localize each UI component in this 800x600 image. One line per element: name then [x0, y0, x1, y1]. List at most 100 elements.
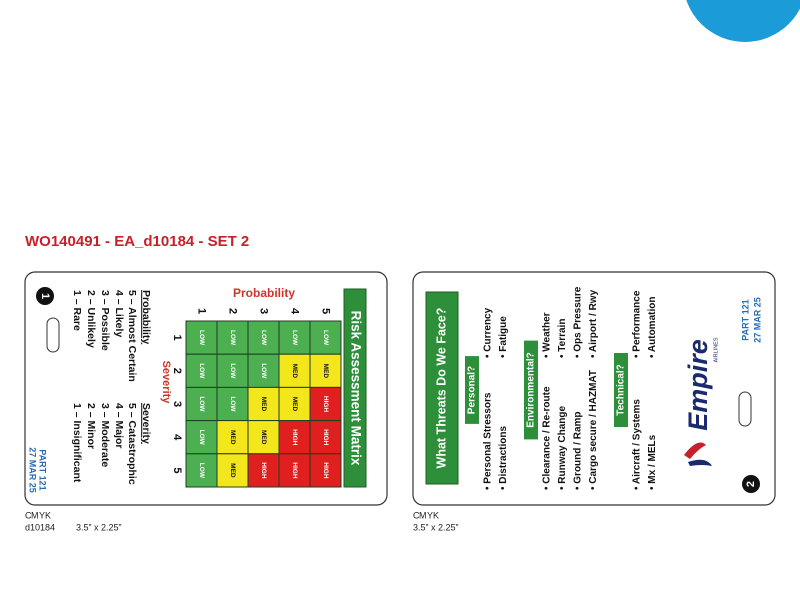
cell-label: HIGH [322, 429, 329, 446]
matrix-cell [309, 353, 342, 388]
cmyk-c: C [413, 510, 420, 520]
card-size: 3.5” x 2.25” [413, 522, 459, 532]
section-heading-box [614, 353, 628, 427]
probability-number: 2 [227, 308, 239, 314]
cell-label: MED [291, 397, 298, 412]
legend-item: 1 – Insignificant [71, 403, 83, 483]
cmyk-y: Y [427, 510, 433, 520]
legend-item: 2 – Unlikely [85, 290, 97, 348]
cell-label: MED [260, 430, 267, 445]
cell-label: LOW [291, 330, 298, 346]
cmyk-k: K [45, 510, 51, 520]
legend-item: 4 – Likely [113, 290, 125, 337]
part-label: PART 121 [740, 299, 750, 340]
threat-item: • Performance [632, 290, 643, 358]
threat-item: • Terrain [557, 319, 568, 358]
legend-item: 1 – Rare [71, 290, 83, 331]
cell-label: LOW [198, 430, 205, 446]
cell-label: LOW [198, 396, 205, 412]
legend-item: 4 – Major [113, 403, 125, 449]
section-heading: Personal? [467, 366, 478, 414]
severity-number: 3 [171, 401, 183, 407]
cell-label: LOW [229, 363, 236, 379]
matrix-cell [185, 386, 218, 422]
matrix-cell [247, 320, 280, 355]
title-box [343, 288, 367, 488]
logo-subtitle: AIRLINES [713, 337, 719, 362]
legend-item: 3 – Possible [99, 290, 111, 351]
threat-item: • Aircraft / Systems [632, 399, 643, 490]
severity-number: 4 [171, 434, 183, 441]
cell-label: MED [322, 364, 329, 379]
threat-item: • Runway Change [557, 405, 568, 490]
section-heading: Environmental? [526, 352, 537, 428]
badge-number: 1 [39, 293, 51, 299]
cmyk-y: Y [39, 510, 45, 520]
matrix-cell [309, 453, 342, 488]
back-card: What Threats Do We Face? Personal? • Pers… [412, 271, 776, 506]
badge-circle [742, 475, 760, 493]
cell-label: LOW [322, 330, 329, 346]
probability-number: 1 [196, 308, 208, 314]
threat-item: • Distractions [498, 425, 509, 490]
cell-label: MED [229, 430, 236, 445]
severity-number: 2 [171, 368, 183, 374]
cell-label: LOW [229, 396, 236, 412]
cell-label: LOW [260, 330, 267, 346]
title-box [425, 291, 459, 485]
legend-item: 2 – Minor [85, 403, 97, 449]
cell-label: HIGH [291, 462, 298, 479]
cell-label: LOW [198, 330, 205, 346]
badge-number: 2 [745, 481, 757, 487]
threat-item: • Personal Stressors [483, 392, 494, 490]
job-code: d10184 [25, 522, 55, 532]
cell-label: LOW [198, 463, 205, 479]
threat-item: • Clearance / Re-route [542, 386, 553, 490]
matrix-cell [247, 353, 280, 388]
threat-item: • Fatigue [498, 316, 509, 358]
matrix-cell [216, 320, 249, 355]
matrix-cell [216, 420, 249, 455]
legend-item: 3 – Moderate [99, 403, 111, 467]
cell-label: LOW [198, 363, 205, 379]
threat-item: • Currency [483, 307, 494, 358]
matrix-cell [309, 320, 342, 355]
severity-number: 5 [171, 467, 183, 473]
cell-label: LOW [260, 363, 267, 379]
cmyk-m: M [419, 510, 427, 520]
front-footer: C M Y K d10184 3.5” x 2.25” [25, 510, 122, 532]
card-title: What Threats Do We Face? [434, 308, 448, 469]
date-label: 27 MAR 25 [28, 447, 38, 493]
matrix-cell [216, 453, 249, 488]
cell-label: HIGH [291, 429, 298, 446]
date-label: 27 MAR 25 [752, 297, 762, 343]
cell-label: MED [260, 397, 267, 412]
threat-item: • Cargo secure / HAZMAT [588, 370, 599, 490]
back-footer: C M Y K 3.5” x 2.25” [413, 510, 459, 532]
card-size: 3.5” x 2.25” [76, 522, 122, 532]
matrix-cell [247, 453, 280, 488]
cell-label: HIGH [322, 396, 329, 413]
card-title: Risk Assessment Matrix [348, 311, 363, 466]
badge-circle [36, 287, 54, 305]
matrix-cell [247, 420, 280, 455]
front-card: 1 Risk Assessment Matrix Probability Sev… [24, 271, 388, 506]
cmyk-k: K [433, 510, 439, 520]
legend-title: Probability [140, 290, 152, 344]
logo-wordmark: Empire [683, 339, 713, 431]
legend-title: Severity [140, 403, 152, 444]
cell-label: HIGH [260, 462, 267, 479]
cmyk-m: M [31, 510, 39, 520]
probability-number: 5 [320, 308, 332, 314]
section-heading-box [465, 356, 479, 424]
threat-item: • Ops Pressure [573, 286, 584, 358]
part-label: PART 121 [38, 449, 48, 490]
severity-number: 1 [171, 335, 183, 341]
threat-item: • Automation [647, 297, 658, 358]
cell-label: MED [291, 364, 298, 379]
probability-number: 3 [258, 308, 270, 314]
section-heading-box [524, 340, 538, 440]
matrix-cell [309, 420, 342, 455]
cell-label: HIGH [322, 462, 329, 479]
lanyard-slot [46, 317, 60, 353]
